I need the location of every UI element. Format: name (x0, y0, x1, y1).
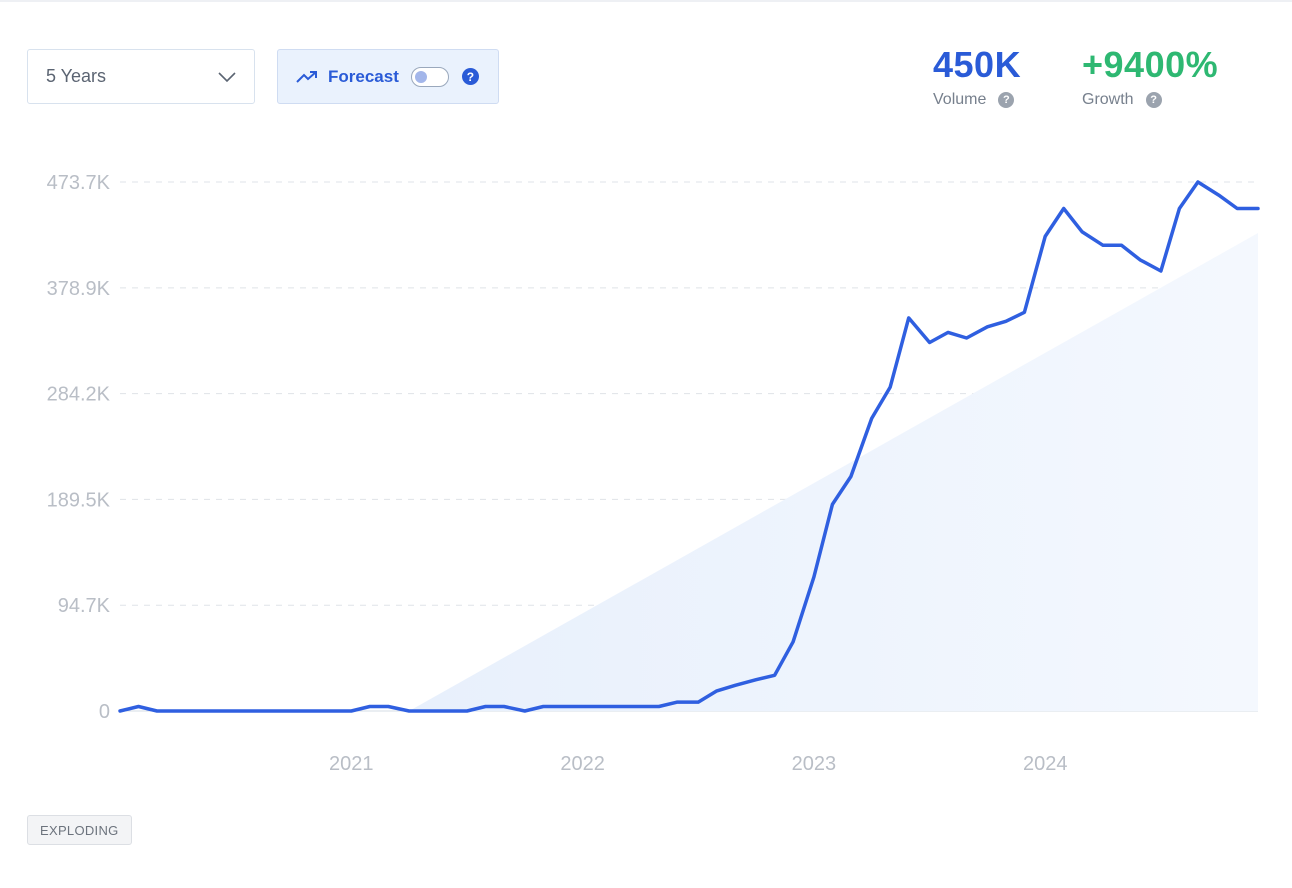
search-volume-chart: 0 94.7K 189.5K 284.2K 378.9K 473.7K 2021 2022 2… (47, 172, 1260, 775)
volume-stat: 450K Volume ? (933, 44, 1021, 109)
forecast-help-icon[interactable]: ? (461, 68, 479, 85)
forecast-toggle[interactable] (410, 66, 449, 87)
forecast-label: Forecast (328, 66, 399, 86)
status-badge-label: EXPLODING (40, 822, 119, 838)
help-glyph: ? (1003, 94, 1010, 106)
y-tick-label-1: 94.7K (58, 595, 111, 617)
trend-band (409, 233, 1259, 711)
growth-help-icon[interactable]: ? (1145, 92, 1162, 108)
chevron-down-icon (218, 71, 236, 82)
growth-stat: +9400% Growth ? (1082, 44, 1218, 109)
y-tick-label-5: 473.7K (47, 172, 111, 194)
x-tick-label-2021: 2021 (329, 753, 374, 775)
x-tick-label-2024: 2024 (1023, 753, 1068, 775)
trending-up-icon (296, 70, 317, 83)
y-tick-label-4: 378.9K (47, 278, 111, 300)
forecast-control: Forecast ? (277, 49, 499, 104)
y-tick-label-3: 284.2K (47, 384, 111, 406)
growth-value: +9400% (1082, 44, 1219, 85)
y-tick-label-0: 0 (99, 701, 110, 723)
help-glyph: ? (1150, 94, 1157, 106)
top-border (0, 0, 1292, 2)
time-range-dropdown[interactable]: 5 Years (27, 49, 255, 104)
time-range-label: 5 Years (46, 66, 107, 86)
volume-help-icon[interactable]: ? (998, 92, 1015, 108)
toggle-knob (414, 70, 427, 83)
growth-label: Growth (1082, 91, 1134, 108)
series-line-0 (118, 180, 1260, 713)
x-tick-label-2022: 2022 (560, 753, 605, 775)
volume-label: Volume (933, 91, 987, 108)
volume-value: 450K (933, 44, 1022, 85)
x-tick-label-2023: 2023 (792, 753, 837, 775)
status-badge: EXPLODING (27, 815, 132, 845)
help-glyph: ? (466, 69, 475, 84)
y-tick-label-2: 189.5K (47, 489, 111, 511)
